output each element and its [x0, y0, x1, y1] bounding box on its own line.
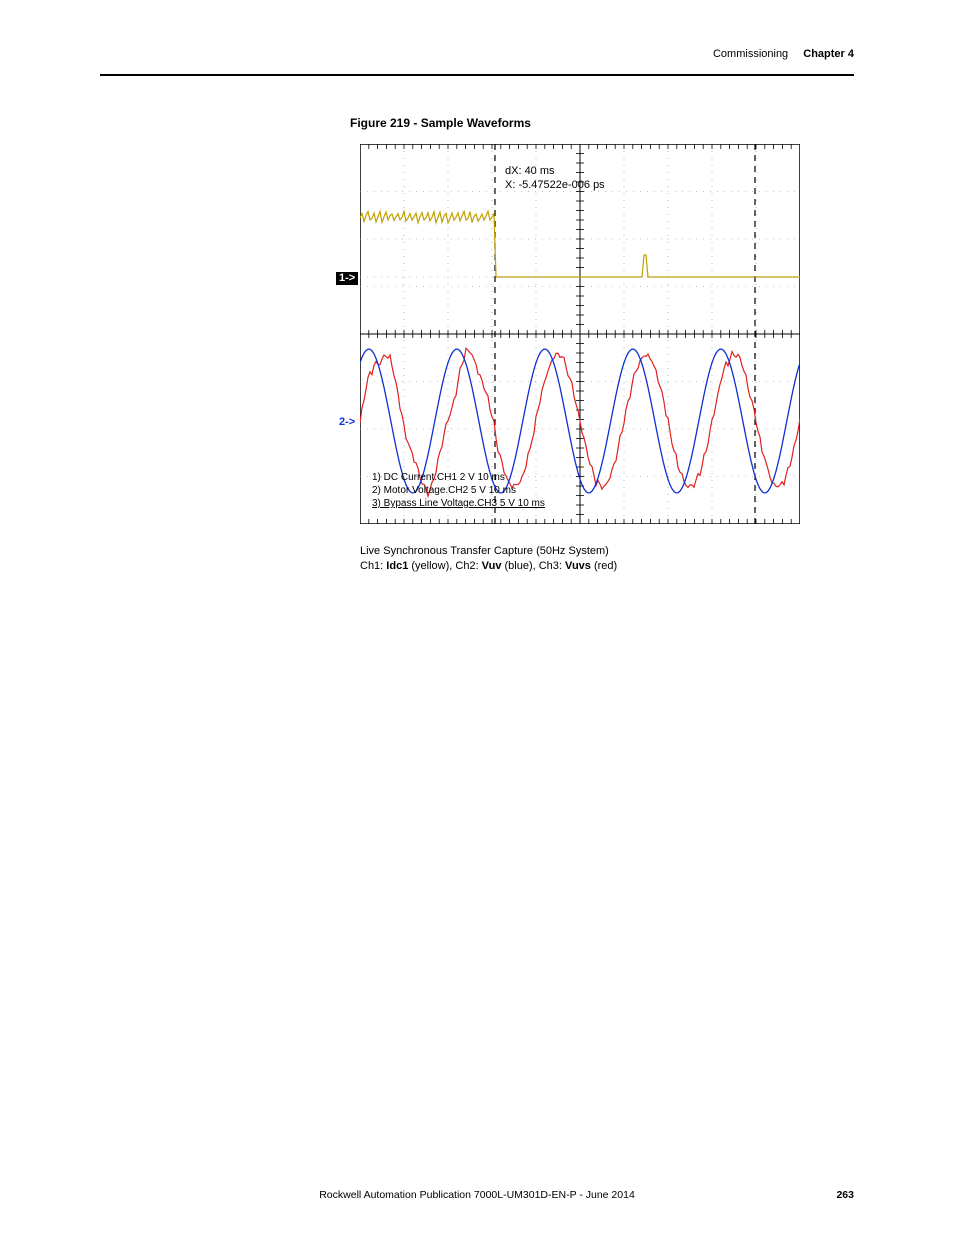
figure-caption: Live Synchronous Transfer Capture (50Hz … [360, 544, 854, 574]
ch1-zero-marker: 1-> [336, 272, 358, 285]
figure-title: Figure 219 - Sample Waveforms [350, 116, 854, 130]
ch2-zero-marker: 2-> [336, 416, 358, 429]
footer-publication: Rockwell Automation Publication 7000L-UM… [100, 1189, 854, 1201]
page-header: Commissioning Chapter 4 [100, 48, 854, 68]
caption-line-1: Live Synchronous Transfer Capture (50Hz … [360, 544, 854, 559]
header-chapter: Chapter 4 [803, 48, 854, 60]
svg-text:dX: 40 ms: dX: 40 ms [505, 165, 555, 177]
scope-svg: dX: 40 ms X: -5.47522e-006 ps 1) DC Curren… [360, 144, 800, 524]
oscilloscope-figure: 1-> 2-> dX: 40 msX: -5.47522e-006 ps1) D… [360, 144, 820, 534]
header-section: Commissioning [713, 48, 788, 60]
svg-text:X: -5.47522e-006 ps: X: -5.47522e-006 ps [505, 179, 605, 191]
svg-text:3) Bypass Line Voltage.CH3 5: 3) Bypass Line Voltage.CH3 5 V 10 ms [372, 498, 545, 509]
caption-line-2: Ch1: Idc1 (yellow), Ch2: Vuv (blue), Ch3… [360, 559, 854, 574]
header-rule [100, 74, 854, 76]
svg-text:1) DC Current.CH1 2 V 10: 1) DC Current.CH1 2 V 10 ms [372, 472, 505, 483]
page-footer: Rockwell Automation Publication 7000L-UM… [100, 1189, 854, 1201]
footer-page-number: 263 [836, 1189, 854, 1201]
svg-text:2) Motor Voltage.CH2 5 V: 2) Motor Voltage.CH2 5 V 10 ms [372, 485, 516, 496]
